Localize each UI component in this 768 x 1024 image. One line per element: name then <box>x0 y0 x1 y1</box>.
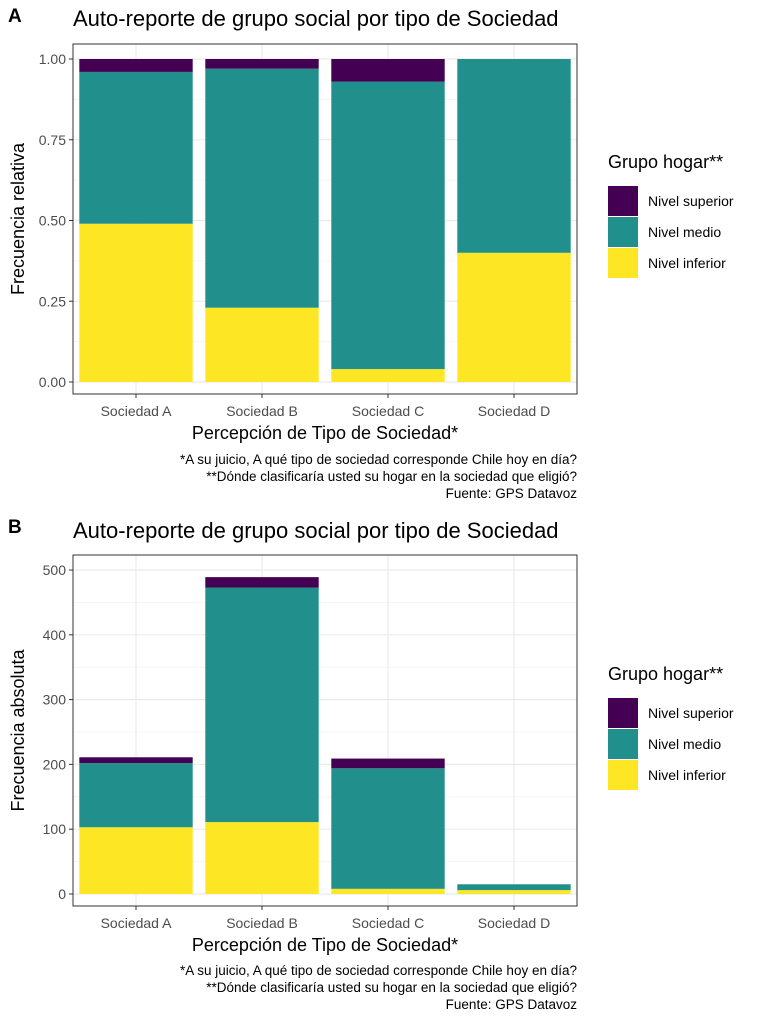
bar-nivel-medio-sociedad-c <box>331 768 445 889</box>
chart-title: Auto-reporte de grupo social por tipo de… <box>73 518 559 543</box>
y-tick-label: 1.00 <box>39 51 66 67</box>
x-tick-label: Sociedad D <box>478 915 550 931</box>
bar-nivel-medio-sociedad-a <box>79 71 193 224</box>
chart-panel-a: A Auto-reporte de grupo social por tipo d… <box>8 6 734 501</box>
bar-nivel-inferior-sociedad-b <box>205 822 319 894</box>
legend-label: Nivel superior <box>648 193 734 209</box>
y-tick-label: 0.75 <box>39 132 66 148</box>
bar-nivel-superior-sociedad-a <box>79 757 193 764</box>
x-tick-label: Sociedad C <box>352 915 424 931</box>
bar-nivel-inferior-sociedad-d <box>457 890 571 894</box>
x-tick-label: Sociedad B <box>226 915 298 931</box>
legend-label: Nivel medio <box>648 736 721 752</box>
plot-border <box>72 43 578 395</box>
legend-swatch-nivel-medio <box>608 729 638 759</box>
bar-nivel-inferior-sociedad-b <box>205 307 319 382</box>
y-tick-label: 200 <box>43 756 67 772</box>
y-axis-title: Frecuencia relativa <box>8 142 28 295</box>
legend-title: Grupo hogar** <box>608 664 723 684</box>
bar-nivel-superior-sociedad-b <box>205 577 319 588</box>
legend-swatch-nivel-medio <box>608 217 638 247</box>
bar-nivel-superior-sociedad-b <box>205 59 319 69</box>
panel-tag: A <box>8 6 22 27</box>
x-tick-label: Sociedad A <box>101 403 172 419</box>
bar-nivel-medio-sociedad-d <box>457 884 571 891</box>
legend-swatch-nivel-superior <box>608 186 638 216</box>
y-tick-label: 300 <box>43 692 67 708</box>
x-tick-label: Sociedad C <box>352 403 424 419</box>
legend: Grupo hogar** Nivel superior Nivel medio Ni… <box>608 152 734 278</box>
legend-swatch-nivel-inferior <box>608 248 638 278</box>
y-tick-label: 0.50 <box>39 213 66 229</box>
legend-label: Nivel superior <box>648 705 734 721</box>
x-axis-title: Percepción de Tipo de Sociedad* <box>192 423 458 443</box>
caption-line: **Dónde clasificaría usted su hogar en l… <box>206 980 577 995</box>
legend-swatch-nivel-inferior <box>608 760 638 790</box>
bar-nivel-superior-sociedad-c <box>331 758 445 769</box>
y-tick-label: 0 <box>58 886 66 902</box>
legend-label: Nivel inferior <box>648 255 726 271</box>
bar-nivel-inferior-sociedad-c <box>331 369 445 382</box>
bar-nivel-medio-sociedad-d <box>457 59 571 253</box>
bar-nivel-medio-sociedad-c <box>331 81 445 370</box>
y-tick-label: 100 <box>43 821 67 837</box>
legend: Grupo hogar** Nivel superior Nivel medio Ni… <box>608 664 734 790</box>
x-tick-label: Sociedad B <box>226 403 298 419</box>
bar-nivel-medio-sociedad-b <box>205 587 319 823</box>
y-tick-label: 500 <box>43 562 67 578</box>
bar-nivel-superior-sociedad-c <box>331 59 445 82</box>
chart-title: Auto-reporte de grupo social por tipo de… <box>73 6 559 31</box>
x-axis-title: Percepción de Tipo de Sociedad* <box>192 935 458 955</box>
x-tick-label: Sociedad A <box>101 915 172 931</box>
x-tick-label: Sociedad D <box>478 403 550 419</box>
bar-nivel-medio-sociedad-a <box>79 763 193 828</box>
legend-label: Nivel medio <box>648 224 721 240</box>
legend-swatch-nivel-superior <box>608 698 638 728</box>
caption-line: *A su juicio, A qué tipo de sociedad cor… <box>180 963 577 978</box>
caption-line: Fuente: GPS Datavoz <box>446 486 578 501</box>
bar-nivel-inferior-sociedad-d <box>457 252 571 382</box>
bar-nivel-inferior-sociedad-a <box>79 223 193 382</box>
caption-line: *A su juicio, A qué tipo de sociedad cor… <box>180 452 577 467</box>
panel-tag: B <box>8 517 22 538</box>
y-tick-label: 400 <box>43 627 67 643</box>
y-tick-label: 0.00 <box>39 374 66 390</box>
caption-line: Fuente: GPS Datavoz <box>446 997 578 1012</box>
bar-nivel-inferior-sociedad-a <box>79 827 193 894</box>
caption-line: **Dónde clasificaría usted su hogar en l… <box>206 469 577 484</box>
legend-label: Nivel inferior <box>648 767 726 783</box>
chart-panel-b: B Auto-reporte de grupo social por tipo d… <box>8 517 734 1012</box>
bar-nivel-inferior-sociedad-c <box>331 888 445 894</box>
bar-nivel-medio-sociedad-b <box>205 68 319 308</box>
y-axis-title: Frecuencia absoluta <box>8 648 28 811</box>
legend-title: Grupo hogar** <box>608 152 723 172</box>
plot-border <box>72 554 578 907</box>
bar-nivel-superior-sociedad-a <box>79 59 193 72</box>
y-tick-label: 0.25 <box>39 293 66 309</box>
